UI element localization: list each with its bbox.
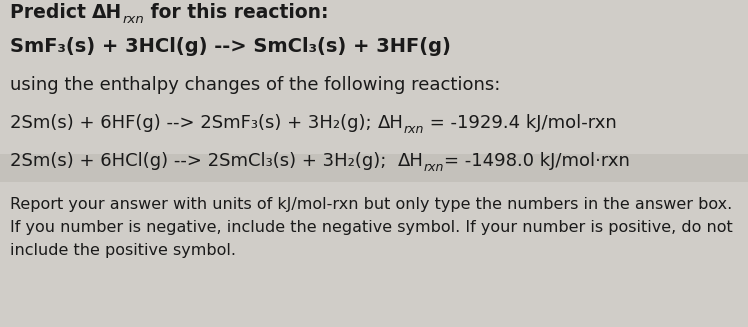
Text: rxn: rxn — [403, 123, 423, 136]
Text: ΔH: ΔH — [398, 152, 424, 170]
Text: include the positive symbol.: include the positive symbol. — [10, 243, 236, 258]
Text: rxn: rxn — [123, 13, 144, 26]
Text: 2Sm(s) + 6HF(g) --> 2SmF₃(s) + 3H₂(g);: 2Sm(s) + 6HF(g) --> 2SmF₃(s) + 3H₂(g); — [10, 114, 378, 132]
Text: ΔH: ΔH — [378, 114, 403, 132]
Text: 2Sm(s) + 6HCl(g) --> 2SmCl₃(s) + 3H₂(g);: 2Sm(s) + 6HCl(g) --> 2SmCl₃(s) + 3H₂(g); — [10, 152, 398, 170]
Text: = -1929.4 kJ/mol-rxn: = -1929.4 kJ/mol-rxn — [423, 114, 616, 132]
Text: Predict: Predict — [10, 3, 92, 22]
Text: rxn: rxn — [424, 161, 444, 174]
Text: If you number is negative, include the negative symbol. If your number is positi: If you number is negative, include the n… — [10, 220, 733, 235]
Text: = -1498.0 kJ/mol·rxn: = -1498.0 kJ/mol·rxn — [444, 152, 630, 170]
Text: for this reaction:: for this reaction: — [144, 3, 329, 22]
Bar — [0, 154, 748, 182]
Text: SmF₃(s) + 3HCl(g) --> SmCl₃(s) + 3HF(g): SmF₃(s) + 3HCl(g) --> SmCl₃(s) + 3HF(g) — [10, 37, 451, 56]
Text: using the enthalpy changes of the following reactions:: using the enthalpy changes of the follow… — [10, 76, 500, 94]
Text: Report your answer with units of kJ/mol-rxn but only type the numbers in the ans: Report your answer with units of kJ/mol-… — [10, 197, 732, 212]
Text: ΔH: ΔH — [92, 3, 123, 22]
